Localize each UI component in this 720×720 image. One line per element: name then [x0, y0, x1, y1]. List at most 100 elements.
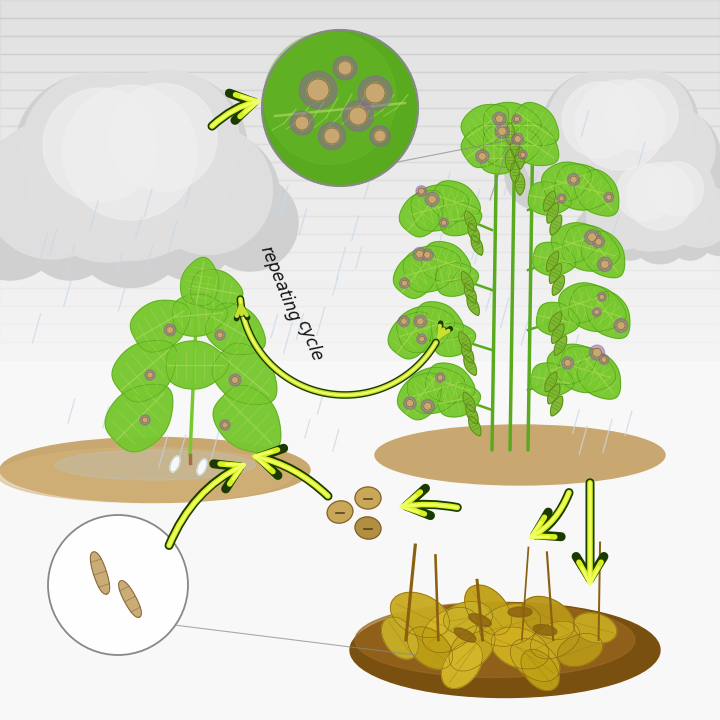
Polygon shape: [213, 385, 281, 453]
Circle shape: [580, 135, 660, 215]
FancyArrowPatch shape: [576, 483, 604, 579]
Circle shape: [587, 181, 655, 250]
Circle shape: [428, 195, 436, 204]
Circle shape: [604, 192, 614, 202]
Circle shape: [550, 95, 660, 205]
Circle shape: [518, 150, 527, 159]
FancyArrowPatch shape: [212, 95, 257, 126]
Polygon shape: [516, 147, 525, 169]
Circle shape: [421, 249, 433, 261]
Circle shape: [300, 71, 337, 109]
Circle shape: [358, 76, 392, 110]
Circle shape: [70, 168, 190, 287]
Polygon shape: [469, 416, 481, 436]
Circle shape: [417, 334, 427, 344]
Circle shape: [514, 135, 521, 143]
Circle shape: [505, 140, 575, 210]
Circle shape: [606, 79, 678, 151]
FancyArrowPatch shape: [530, 492, 569, 537]
Circle shape: [349, 107, 367, 125]
Ellipse shape: [508, 607, 532, 617]
Circle shape: [668, 140, 720, 204]
Circle shape: [495, 124, 509, 138]
Ellipse shape: [350, 603, 660, 698]
Ellipse shape: [573, 613, 616, 643]
Circle shape: [70, 100, 235, 265]
Circle shape: [164, 324, 176, 336]
Circle shape: [593, 307, 601, 317]
Circle shape: [609, 171, 688, 251]
Ellipse shape: [521, 596, 575, 639]
Circle shape: [0, 121, 121, 259]
Polygon shape: [468, 223, 480, 243]
Polygon shape: [197, 459, 207, 475]
Circle shape: [626, 163, 694, 230]
Circle shape: [580, 90, 690, 200]
Polygon shape: [438, 202, 482, 235]
Text: cycle: cycle: [294, 318, 326, 364]
Circle shape: [96, 70, 240, 214]
Circle shape: [606, 156, 681, 232]
Polygon shape: [547, 344, 597, 384]
Polygon shape: [510, 161, 520, 183]
Circle shape: [593, 348, 601, 357]
Circle shape: [401, 318, 408, 325]
Circle shape: [370, 126, 390, 146]
Circle shape: [215, 330, 225, 340]
Circle shape: [365, 83, 385, 103]
Circle shape: [574, 207, 626, 260]
FancyArrowPatch shape: [406, 488, 457, 516]
Circle shape: [543, 73, 647, 177]
Bar: [0, 324, 720, 342]
Circle shape: [166, 326, 174, 333]
Circle shape: [402, 280, 408, 287]
Circle shape: [559, 196, 564, 201]
Circle shape: [25, 190, 115, 280]
Circle shape: [558, 73, 682, 197]
Circle shape: [667, 215, 713, 260]
Circle shape: [264, 32, 396, 164]
Ellipse shape: [390, 593, 449, 638]
Circle shape: [63, 85, 197, 220]
Ellipse shape: [449, 625, 495, 671]
Circle shape: [608, 215, 652, 260]
Circle shape: [109, 84, 217, 192]
Circle shape: [37, 74, 223, 261]
Circle shape: [415, 250, 423, 258]
Circle shape: [318, 122, 346, 150]
FancyArrowPatch shape: [532, 492, 569, 537]
Circle shape: [598, 72, 698, 172]
Circle shape: [595, 238, 602, 246]
Polygon shape: [483, 122, 541, 168]
Polygon shape: [548, 384, 560, 404]
Polygon shape: [554, 336, 567, 355]
Circle shape: [0, 175, 63, 280]
Polygon shape: [403, 246, 461, 292]
Polygon shape: [205, 303, 266, 355]
Circle shape: [0, 125, 120, 269]
Polygon shape: [575, 170, 618, 216]
Circle shape: [374, 130, 386, 142]
Polygon shape: [510, 135, 520, 157]
FancyArrowPatch shape: [259, 449, 328, 496]
Polygon shape: [536, 302, 580, 336]
Circle shape: [295, 116, 309, 130]
Circle shape: [262, 30, 418, 186]
FancyArrowPatch shape: [582, 483, 598, 584]
Circle shape: [583, 88, 687, 192]
Circle shape: [611, 158, 708, 256]
Polygon shape: [462, 271, 474, 292]
Polygon shape: [586, 292, 630, 338]
Polygon shape: [568, 285, 626, 331]
Circle shape: [590, 345, 605, 360]
Circle shape: [421, 400, 434, 413]
Polygon shape: [466, 404, 478, 424]
Circle shape: [22, 73, 172, 223]
Polygon shape: [552, 222, 601, 263]
Circle shape: [436, 373, 445, 382]
Circle shape: [400, 278, 410, 288]
Polygon shape: [552, 276, 564, 295]
Polygon shape: [549, 312, 562, 331]
Ellipse shape: [469, 613, 491, 626]
Circle shape: [417, 318, 424, 325]
